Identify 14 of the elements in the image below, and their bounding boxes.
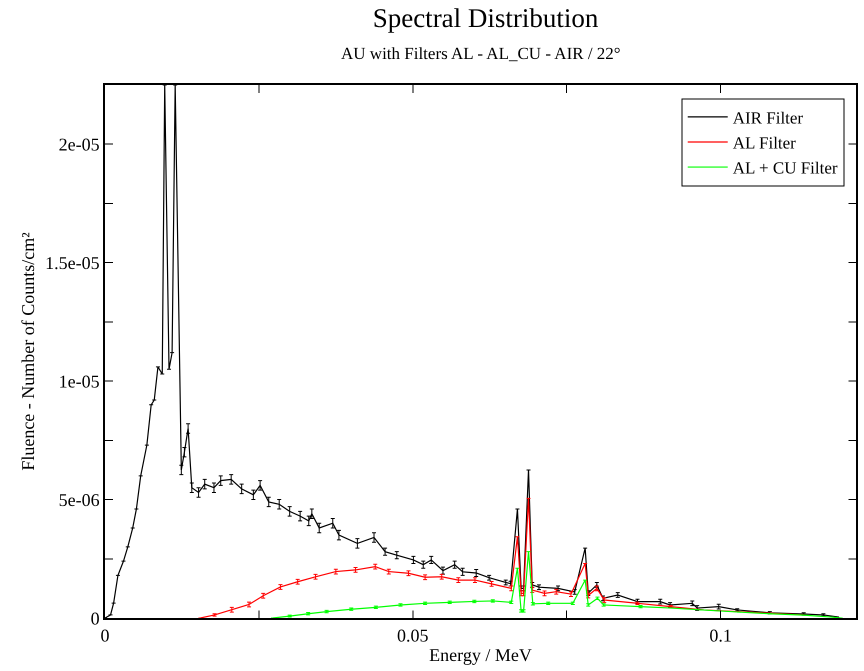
x-tick-label: 0.05	[397, 625, 429, 646]
y-tick-label: 5e-06	[58, 490, 100, 510]
legend-label: AL + CU Filter	[732, 158, 838, 178]
x-axis-title: Energy / MeV	[429, 644, 532, 665]
legend-label: AL Filter	[732, 134, 796, 153]
chart-subtitle: AU with Filters AL - AL_CU - AIR / 22°	[341, 44, 621, 63]
y-tick-label: 1e-05	[58, 371, 100, 392]
y-tick-label: 0	[90, 608, 100, 628]
chart-title: Spectral Distribution	[372, 2, 599, 33]
y-tick-label: 2e-05	[58, 134, 100, 155]
x-tick-label: 0.1	[709, 625, 732, 646]
legend-label: AIR Filter	[732, 108, 804, 128]
y-tick-label: 1.5e-05	[45, 252, 100, 273]
y-axis-title: Fluence - Number of Counts/cm²	[18, 232, 38, 471]
